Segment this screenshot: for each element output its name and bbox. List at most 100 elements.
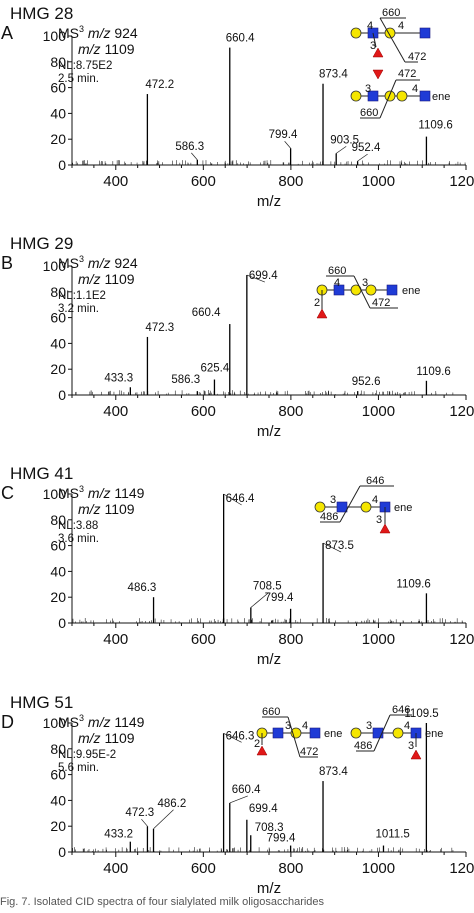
retention-time: 3.2 min. (58, 303, 99, 315)
y-tick-label: 20 (50, 818, 66, 834)
glycan-label: 660 (328, 265, 346, 277)
peak-leader (322, 542, 342, 553)
peak-label: 433.3 (104, 372, 133, 384)
x-tick-label: 800 (278, 173, 303, 190)
x-tick-label: 1200 (449, 173, 474, 190)
y-tick-label: 0 (58, 615, 66, 631)
y-tick-label: 40 (50, 792, 66, 808)
ms-annotation: MS3 m/z 924 (58, 24, 138, 41)
peak-label: 472.3 (125, 807, 154, 819)
y-tick-label: 20 (50, 361, 66, 377)
nl-value: NL:1.1E2 (58, 290, 106, 302)
peak-label: 708.5 (253, 581, 282, 593)
peak-label: 799.4 (267, 833, 296, 845)
x-tick-label: 400 (103, 631, 128, 648)
glycan-label: 472 (408, 51, 426, 63)
x-tick-label: 600 (191, 631, 216, 648)
ene-label: ene (324, 728, 342, 740)
peak-label: 586.3 (171, 374, 200, 386)
panel-letter: A (1, 23, 13, 43)
glcnac-icon (336, 501, 348, 513)
y-tick-label: 80 (50, 741, 66, 757)
glycan-label: 660 (382, 7, 400, 19)
y-tick-label: 80 (50, 284, 66, 300)
x-tick-label: 800 (278, 403, 303, 420)
peak-label: 660.4 (192, 307, 221, 319)
glcnac-icon (309, 727, 321, 739)
peak-leader (141, 818, 148, 827)
y-tick-label: 60 (50, 80, 66, 96)
peak-leader (153, 809, 174, 830)
peak-label: 660.4 (226, 33, 255, 45)
peak-label: 699.4 (249, 270, 278, 282)
ene-label: ene (394, 502, 412, 514)
retention-time: 5.6 min. (58, 762, 99, 774)
ene-label: ene (432, 91, 450, 103)
peak-label: 873.5 (325, 540, 354, 552)
peak-label: 708.3 (255, 822, 284, 834)
glycan-label: 472 (372, 297, 390, 309)
glycan-label: 3 (408, 740, 414, 752)
peak-leader (335, 146, 347, 154)
glycan-bond (379, 79, 397, 119)
x-tick-label: 600 (191, 860, 216, 877)
x-tick-label: 600 (191, 173, 216, 190)
glycan-label: 3 (366, 720, 372, 732)
glycan-label: 660 (360, 107, 378, 119)
ene-label: ene (425, 728, 443, 740)
x-tick-label: 1000 (362, 173, 395, 190)
glycan-label: 3 (365, 83, 371, 95)
y-tick-label: 60 (50, 310, 66, 326)
peak-label: 646.4 (226, 493, 255, 505)
glcnac-icon (419, 90, 431, 102)
y-tick-label: 0 (58, 387, 66, 403)
glycan-label: 646 (366, 475, 384, 487)
panel-title: HMG 29 (10, 234, 73, 253)
glcnac-icon (372, 727, 384, 739)
x-tick-label: 1200 (449, 403, 474, 420)
ms-precursor: m/z 1109 (78, 41, 135, 57)
nl-value: NL:3.88 (58, 520, 98, 532)
glycan-label: 4 (334, 277, 340, 289)
figure-caption: Fig. 7. Isolated CID spectra of four sia… (0, 896, 325, 908)
ms-annotation: MS3 m/z 924 (58, 254, 138, 271)
peak-leader (229, 795, 248, 804)
y-tick-label: 80 (50, 512, 66, 528)
peak-leader (223, 493, 242, 506)
x-tick-label: 1000 (362, 403, 395, 420)
peak-label: 1109.6 (418, 120, 452, 132)
peak-label: 486.2 (158, 798, 187, 810)
panel-letter: C (1, 483, 14, 503)
peak-label: 1109.5 (404, 708, 438, 720)
y-tick-label: 0 (58, 157, 66, 173)
glycan-label: 3 (370, 40, 376, 52)
glycan-label: 4 (398, 20, 404, 32)
glcnac-icon (419, 27, 431, 39)
x-tick-label: 1000 (362, 860, 395, 877)
peak-label: 699.4 (249, 803, 278, 815)
peak-label: 799.4 (269, 129, 298, 141)
glycan-bond (339, 485, 361, 523)
peak-label: 903.5 (330, 134, 359, 146)
peak-label: 873.4 (319, 69, 348, 81)
fucose-icon (316, 308, 328, 319)
panel-letter: B (1, 253, 13, 273)
y-tick-label: 100 (43, 486, 67, 502)
glycan-label: 4 (367, 20, 373, 32)
glycan-label: 3 (285, 720, 291, 732)
glycan-label: 4 (372, 494, 378, 506)
galactose-icon (392, 727, 404, 739)
ms-precursor: m/z 1109 (78, 501, 135, 517)
y-tick-label: 60 (50, 538, 66, 554)
glycan-label: 660 (262, 706, 280, 718)
ene-label: ene (402, 285, 420, 297)
peak-label: 486.3 (128, 582, 157, 594)
peak-leader (191, 152, 198, 161)
galactose-icon (384, 90, 396, 102)
galactose-icon (365, 284, 377, 296)
y-tick-label: 0 (58, 844, 66, 860)
fucose-icon (410, 749, 422, 760)
nl-value: NL:8.75E2 (58, 60, 112, 72)
glycan-label: 4 (404, 720, 410, 732)
fucose-icon (372, 69, 384, 80)
